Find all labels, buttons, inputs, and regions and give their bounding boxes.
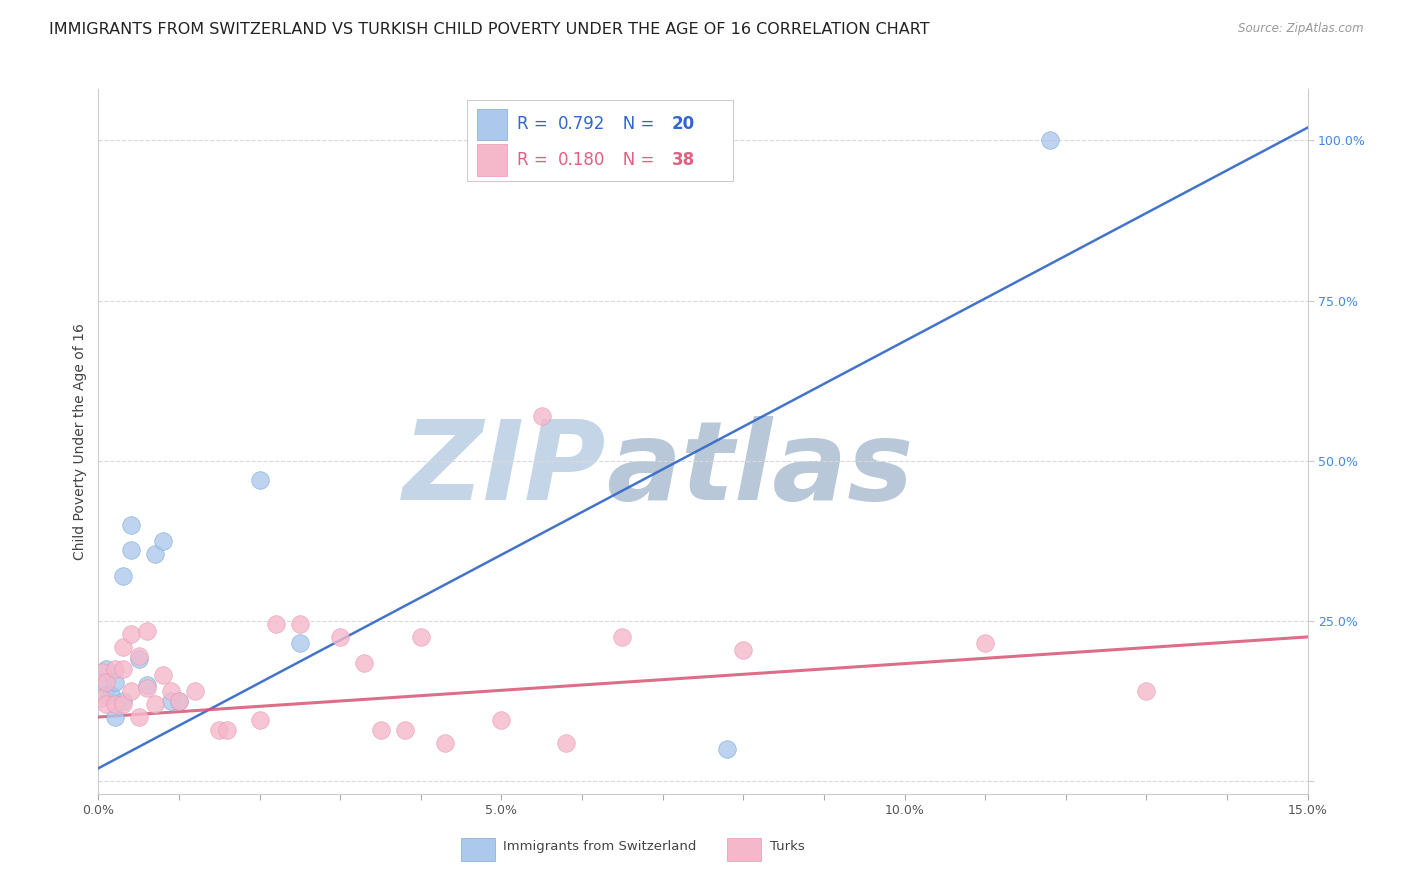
Point	[184, 684, 207, 698]
Text: 0.792: 0.792	[558, 115, 605, 134]
Point	[353, 656, 375, 670]
Point	[974, 636, 997, 650]
Point	[91, 665, 114, 680]
Bar	[461, 838, 495, 861]
Point	[152, 533, 174, 548]
Point	[96, 662, 118, 676]
Point	[111, 569, 134, 583]
Text: Turks: Turks	[769, 840, 804, 854]
Point	[716, 742, 738, 756]
Point	[135, 681, 157, 696]
Text: N =: N =	[607, 151, 659, 169]
Point	[612, 630, 634, 644]
Point	[555, 736, 578, 750]
Point	[103, 674, 125, 689]
Point	[91, 674, 114, 689]
Point	[167, 694, 190, 708]
Point	[111, 662, 134, 676]
Text: atlas: atlas	[606, 417, 914, 524]
Point	[103, 710, 125, 724]
Point	[111, 697, 134, 711]
Point	[491, 713, 513, 727]
Point	[128, 710, 150, 724]
Point	[120, 543, 142, 558]
Point	[434, 736, 457, 750]
FancyBboxPatch shape	[467, 100, 734, 181]
Point	[217, 723, 239, 737]
Point	[143, 697, 166, 711]
Point	[152, 668, 174, 682]
Point	[111, 640, 134, 654]
Text: IMMIGRANTS FROM SWITZERLAND VS TURKISH CHILD POVERTY UNDER THE AGE OF 16 CORRELA: IMMIGRANTS FROM SWITZERLAND VS TURKISH C…	[49, 22, 929, 37]
Point	[288, 617, 311, 632]
Point	[288, 636, 311, 650]
Point	[143, 547, 166, 561]
Point	[733, 642, 755, 657]
Point	[128, 649, 150, 664]
Point	[160, 684, 183, 698]
Point	[128, 652, 150, 666]
Y-axis label: Child Poverty Under the Age of 16: Child Poverty Under the Age of 16	[73, 323, 87, 560]
Point	[96, 674, 118, 689]
Bar	[477, 109, 508, 140]
Point	[100, 688, 122, 702]
Text: Source: ZipAtlas.com: Source: ZipAtlas.com	[1239, 22, 1364, 36]
Point	[120, 517, 142, 532]
Point	[208, 723, 231, 737]
Point	[1039, 133, 1062, 147]
Text: 0.180: 0.180	[558, 151, 605, 169]
Point	[135, 624, 157, 638]
Text: N =: N =	[607, 115, 659, 134]
Point	[329, 630, 352, 644]
Bar	[477, 144, 508, 176]
Point	[394, 723, 416, 737]
Point	[120, 626, 142, 640]
Bar	[727, 838, 761, 861]
Point	[160, 694, 183, 708]
Point	[249, 713, 271, 727]
Point	[264, 617, 287, 632]
Text: ZIP: ZIP	[402, 417, 606, 524]
Text: 38: 38	[672, 151, 695, 169]
Point	[530, 409, 553, 423]
Point	[111, 694, 134, 708]
Point	[370, 723, 392, 737]
Text: Immigrants from Switzerland: Immigrants from Switzerland	[503, 840, 697, 854]
Point	[90, 690, 112, 705]
Point	[103, 662, 125, 676]
Point	[135, 678, 157, 692]
Point	[409, 630, 432, 644]
Text: R =: R =	[517, 115, 553, 134]
Point	[120, 684, 142, 698]
Text: 20: 20	[672, 115, 695, 134]
Point	[103, 697, 125, 711]
Point	[249, 473, 271, 487]
Point	[96, 688, 118, 702]
Point	[96, 697, 118, 711]
Point	[167, 694, 190, 708]
Text: R =: R =	[517, 151, 553, 169]
Point	[1135, 684, 1157, 698]
